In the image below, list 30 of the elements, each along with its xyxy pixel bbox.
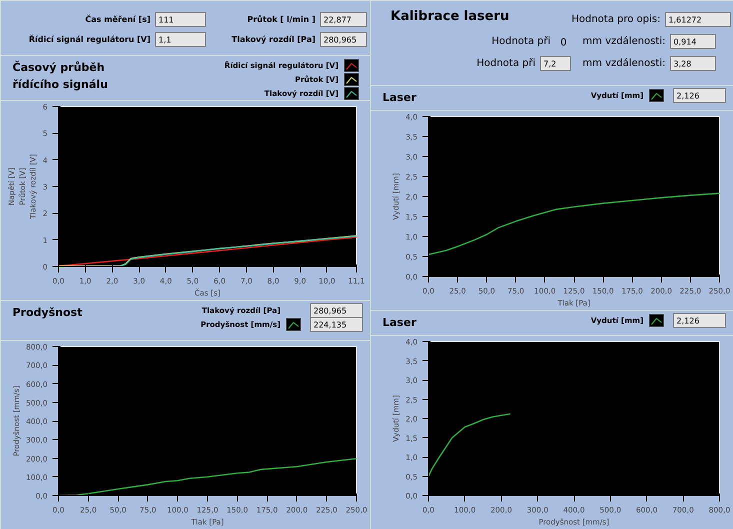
text: Tlakový rozdíl [Pa] [232,35,316,44]
chart-title: Časový průběh řídícího signálu [12,60,108,91]
text: Řídicí signál regulátoru [V] [28,34,151,44]
chart-title: Prodyšnost [12,306,82,319]
text: 22,877 [324,16,352,24]
text: 1,1 [158,36,172,44]
text: 2,126 [676,92,700,100]
chart-title: Laser [382,91,417,104]
text: 224,135 [314,320,347,330]
text: 1,61272 [668,16,702,24]
text: mm vzdálenosti: [582,58,666,69]
text: 3,28 [674,60,692,68]
text: Hodnota pro opis: [571,14,661,25]
line-series [428,413,511,477]
text: mm vzdálenosti: [582,36,666,47]
text: Kalibrace laseru [390,9,510,24]
text: 280,965 [324,36,357,44]
text: Hodnota při [492,36,550,47]
line-series [120,235,356,266]
text: 111 [158,16,174,24]
text: 2,126 [676,316,700,326]
line-series [428,192,720,256]
text: 0 [560,38,567,48]
text: Hodnota při [476,58,536,69]
chart-title: Laser [382,316,417,329]
text: 280,965 [314,306,347,316]
text: Průtok [ l/min ] [247,14,316,24]
text: 7,2 [544,60,556,68]
text: 0,914 [674,38,696,46]
text: Čas měření [s] [85,14,151,24]
